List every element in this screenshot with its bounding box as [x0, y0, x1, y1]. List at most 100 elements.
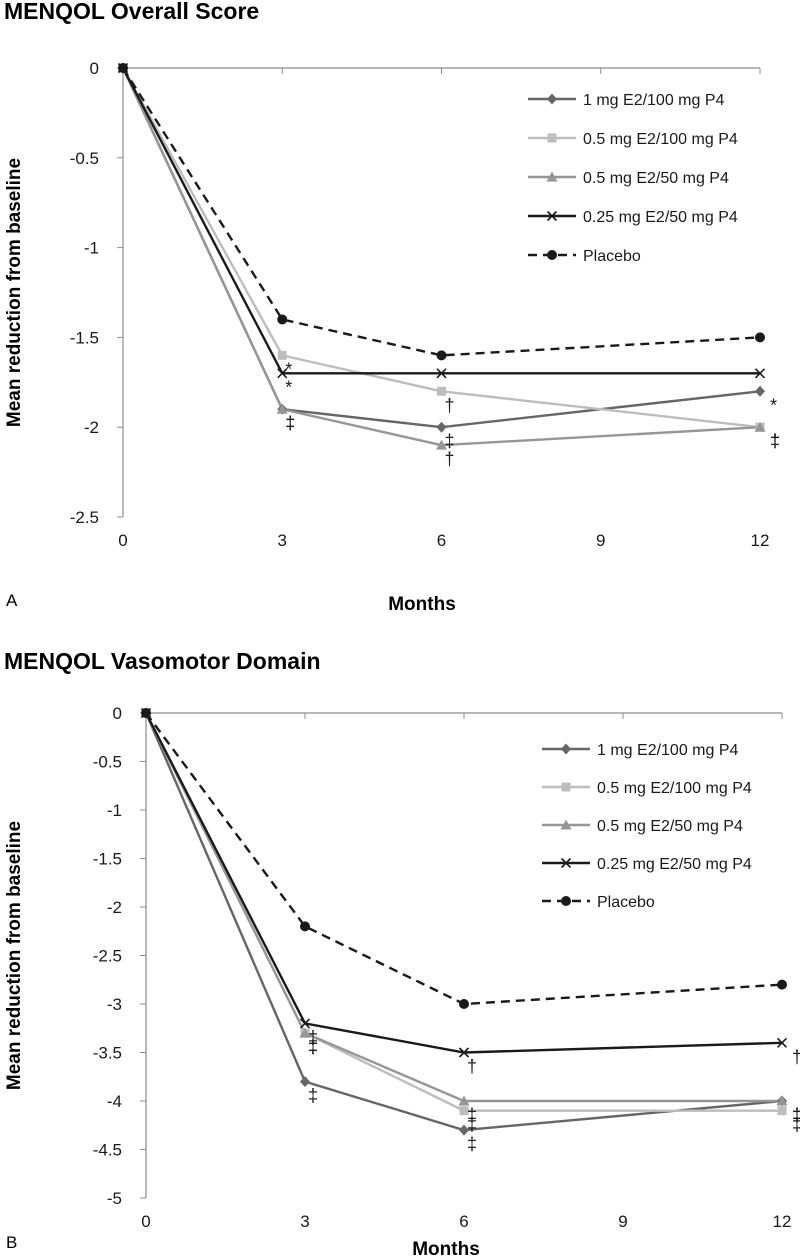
chart1-y-tick-label: 0 — [113, 704, 122, 723]
chart-title-overall-score: MENQOL Overall Score — [4, 0, 260, 24]
chart0-x-tick-label: 0 — [118, 531, 127, 550]
chart1-y-tick-label: -0.5 — [93, 753, 122, 772]
chart1-significance-mark: † — [792, 1047, 800, 1067]
chart1-significance-mark: † — [467, 1057, 477, 1077]
chart1-significance-mark: ‡ — [308, 1086, 318, 1106]
chart1-legend-label-placebo: Placebo — [597, 894, 655, 911]
chart1-series-line-0-25-mg-e2-50-mg-p4 — [144, 712, 783, 1054]
chart-panel-a: 0 -0.5 -1 -1.5 -2 -2.5 0 3 6 9 12 Months Mean reduct… — [4, 0, 780, 615]
chart0-data-point-0-25-mg-e2-50-mg-p4 — [754, 368, 766, 379]
chart0-legend-label-0-5-mg-e2-100-mg-p4: 0.5 mg E2/100 mg P4 — [583, 131, 738, 148]
chart1-significance-mark: ‡ — [792, 1105, 800, 1125]
chart1-y-tick-label: -5 — [107, 1189, 122, 1208]
chart1-significance-mark: ‡ — [792, 1105, 800, 1125]
chart1-y-tick-label: -2.5 — [93, 947, 122, 966]
chart0-significance-mark: ‡ — [285, 413, 295, 433]
chart0-significance-mark: † — [445, 449, 455, 469]
chart0-y-tick-label: -2.5 — [70, 508, 99, 527]
chart0-y-axis-title: Mean reduction from baseline — [4, 158, 25, 427]
chart1-x-tick-label: 3 — [300, 1212, 309, 1231]
chart1-significance-mark: ‡ — [308, 1037, 318, 1057]
chart0-data-point-1-mg-e2-100-mg-p4 — [755, 385, 765, 397]
chart1-data-point-placebo — [459, 999, 469, 1009]
chart0-y-tick-label: -1.5 — [70, 328, 99, 347]
chart0-legend-marker-0-25-mg-e2-50-mg-p4 — [546, 210, 558, 222]
chart1-x-axis-title: Months — [412, 1239, 480, 1256]
chart0-significance-mark: * — [285, 377, 292, 397]
chart1-series-line-0-5-mg-e2-100-mg-p4 — [144, 712, 782, 1112]
chart0-data-point-0-5-mg-e2-100-mg-p4 — [437, 386, 446, 396]
chart1-legend-label-0-5-mg-e2-50-mg-p4: 0.5 mg E2/50 mg P4 — [597, 818, 743, 835]
chart1-y-tick-label: -3 — [107, 995, 122, 1014]
chart0-legend-marker-1-mg-e2-100-mg-p4 — [547, 93, 557, 105]
chart1-data-point-placebo — [777, 979, 787, 990]
chart1-data-point-0-5-mg-e2-50-mg-p4 — [458, 1095, 470, 1106]
chart1-significance-mark: ‡ — [467, 1115, 477, 1135]
chart0-significance-mark: † — [770, 431, 780, 451]
chart1-data-point-0-25-mg-e2-50-mg-p4 — [299, 1018, 311, 1029]
chart0-legend-marker-0-5-mg-e2-100-mg-p4 — [547, 133, 557, 143]
chart0-significance-mark: * — [770, 395, 777, 415]
chart1-legend-label-0-25-mg-e2-50-mg-p4: 0.25 mg E2/50 mg P4 — [597, 856, 752, 873]
chart0-legend-label-1-mg-e2-100-mg-p4: 1 mg E2/100 mg P4 — [583, 92, 725, 109]
chart0-significance-mark: † — [445, 395, 455, 415]
chart1-data-point-1-mg-e2-100-mg-p4 — [300, 1076, 310, 1088]
chart0-significance-mark: ‡ — [285, 413, 295, 433]
chart1-x-tick-label: 12 — [773, 1212, 792, 1231]
chart1-series-line-placebo — [145, 712, 783, 1006]
chart0-legend-label-placebo: Placebo — [583, 248, 641, 265]
chart1-data-point-placebo — [300, 921, 310, 932]
chart1-y-tick-label: -4 — [107, 1092, 122, 1111]
chart0-data-point-placebo — [118, 63, 128, 73]
chart0-x-tick-label: 6 — [437, 531, 446, 550]
chart1-data-point-1-mg-e2-100-mg-p4 — [459, 1124, 469, 1136]
chart-panel-b: 0 -0.5 -1 -1.5 -2 -2.5 -3 -3.5 -4 -4.5 -5 0 3 6 9 12 Mon… — [0, 628, 800, 1256]
chart0-legend-label-0-25-mg-e2-50-mg-p4: 0.25 mg E2/50 mg P4 — [583, 209, 738, 226]
chart1-significance-mark: ‡ — [792, 1115, 800, 1135]
chart1-legend-marker-1-mg-e2-100-mg-p4 — [561, 743, 571, 755]
chart0-data-point-0-5-mg-e2-50-mg-p4 — [436, 439, 447, 450]
chart1-significance-mark: ‡ — [467, 1105, 477, 1125]
chart0-data-point-0-5-mg-e2-50-mg-p4 — [276, 403, 288, 414]
chart1-legend-label-1-mg-e2-100-mg-p4: 1 mg E2/100 mg P4 — [597, 742, 739, 759]
chart1-data-point-0-25-mg-e2-50-mg-p4 — [776, 1037, 788, 1048]
chart1-series-line-0-5-mg-e2-50-mg-p4 — [144, 712, 782, 1103]
chart0-legend-marker-0-5-mg-e2-50-mg-p4 — [546, 171, 558, 182]
chart0-y-tick-label: -0.5 — [70, 149, 99, 168]
chart0-data-point-1-mg-e2-100-mg-p4 — [436, 421, 447, 433]
chart1-y-tick-label: -3.5 — [93, 1044, 122, 1063]
line-chart-overall-score: 0 -0.5 -1 -1.5 -2 -2.5 0 3 6 9 12 Months Mean reduct… — [4, 59, 780, 615]
chart1-legend-marker-0-5-mg-e2-100-mg-p4 — [561, 782, 571, 792]
chart1-x-tick-label: 6 — [459, 1212, 468, 1231]
chart0-data-point-0-25-mg-e2-50-mg-p4 — [277, 368, 288, 379]
chart1-significance-mark: ‡ — [308, 1027, 318, 1047]
chart1-x-tick-label: 0 — [141, 1212, 150, 1231]
chart0-series-line-0-25-mg-e2-50-mg-p4 — [121, 67, 760, 375]
chart0-data-point-placebo — [277, 314, 288, 325]
chart1-y-tick-label: -1.5 — [93, 850, 122, 869]
chart1-legend-marker-0-25-mg-e2-50-mg-p4 — [560, 857, 572, 869]
chart1-data-point-0-5-mg-e2-100-mg-p4 — [459, 1106, 469, 1116]
chart0-data-point-0-5-mg-e2-50-mg-p4 — [754, 421, 766, 432]
chart0-series-line-placebo — [121, 67, 761, 357]
chart1-y-tick-label: -4.5 — [93, 1141, 122, 1160]
panel-label-a: A — [6, 591, 18, 610]
chart1-y-axis-title: Mean reduction from baseline — [4, 821, 25, 1090]
chart0-x-tick-label: 9 — [596, 531, 605, 550]
chart0-y-tick-label: 0 — [90, 59, 99, 78]
chart1-significance-mark: ‡ — [467, 1134, 477, 1154]
chart0-data-point-0-25-mg-e2-50-mg-p4 — [436, 368, 447, 379]
chart1-x-tick-label: 9 — [618, 1212, 627, 1231]
chart0-significance-mark: * — [285, 359, 292, 379]
chart-title-vasomotor-domain: MENQOL Vasomotor Domain — [4, 648, 321, 674]
chart0-x-tick-label: 12 — [751, 531, 770, 550]
chart1-legend-marker-placebo — [561, 896, 571, 906]
chart0-series-line-0-5-mg-e2-50-mg-p4 — [121, 67, 761, 447]
chart1-legend-label-0-5-mg-e2-100-mg-p4: 0.5 mg E2/100 mg P4 — [597, 780, 752, 797]
chart1-data-point-placebo — [141, 708, 151, 718]
chart0-y-tick-label: -2 — [84, 418, 99, 437]
chart1-y-tick-label: -1 — [107, 801, 122, 820]
chart0-legend-marker-placebo — [547, 250, 557, 260]
chart1-series-line-1-mg-e2-100-mg-p4 — [144, 712, 783, 1132]
line-chart-vasomotor-domain: 0 -0.5 -1 -1.5 -2 -2.5 -3 -3.5 -4 -4.5 -5 0 3 6 9 12 Mon… — [4, 704, 800, 1256]
